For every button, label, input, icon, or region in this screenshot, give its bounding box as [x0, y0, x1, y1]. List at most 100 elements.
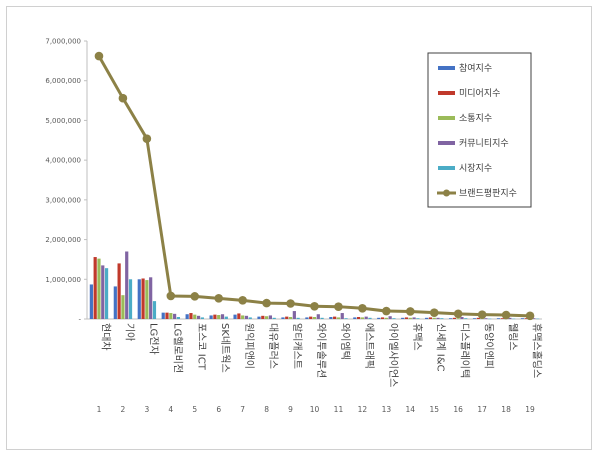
bar-5-17 — [488, 318, 492, 320]
legend-swatch-4 — [438, 141, 455, 145]
legend-swatch-5 — [438, 166, 455, 170]
bar-2-2 — [117, 263, 121, 319]
bar-2-5 — [189, 313, 193, 319]
bar-3-2 — [121, 295, 125, 319]
bar-1-9 — [281, 317, 285, 319]
bar-3-10 — [312, 317, 317, 319]
line-point-6 — [214, 294, 224, 303]
bar-5-10 — [320, 317, 324, 319]
legend-swatch-3 — [438, 116, 455, 120]
x-category-label: LG전자 — [147, 323, 159, 355]
x-rank-label: 14 — [406, 405, 416, 414]
bar-2-19 — [524, 318, 528, 319]
x-category-label: SK네트웍스 — [219, 323, 231, 373]
x-category-label: 웰링스 — [507, 323, 519, 351]
bar-1-12 — [353, 317, 357, 319]
x-category-label: 원익피앤이 — [243, 323, 255, 369]
bar-4-11 — [340, 313, 344, 319]
x-category-label: 포스코 ICT — [195, 323, 207, 371]
bar-4-9 — [292, 311, 296, 319]
bar-4-2 — [125, 251, 129, 319]
bar-4-16 — [460, 317, 464, 319]
line-point-19 — [525, 311, 535, 321]
bar-1-3 — [137, 279, 141, 319]
bar-5-15 — [440, 318, 444, 319]
line-point-11 — [334, 302, 343, 311]
x-rank-label: 10 — [310, 405, 320, 414]
bar-4-13 — [388, 316, 392, 319]
bar-4-10 — [316, 314, 320, 319]
bar-1-1 — [89, 284, 93, 319]
bar-3-11 — [336, 317, 341, 319]
bar-1-4 — [161, 312, 165, 319]
x-category-label: 동양이엔피 — [483, 323, 495, 369]
bar-2-8 — [261, 315, 265, 319]
bar-1-11 — [329, 317, 333, 319]
bar-4-4 — [173, 313, 177, 319]
bar-3-7 — [241, 315, 245, 319]
line-point-10 — [310, 301, 319, 311]
bar-1-16 — [448, 318, 453, 319]
x-rank-label: 16 — [453, 405, 463, 414]
bar-1-17 — [472, 318, 477, 319]
bar-5-19 — [536, 318, 540, 320]
line-point-4 — [166, 291, 176, 301]
x-rank-label: 19 — [525, 405, 535, 414]
bar-4-17 — [484, 318, 488, 319]
bar-1-18 — [496, 318, 501, 319]
bar-5-16 — [464, 318, 468, 319]
legend-box — [427, 52, 532, 208]
bar-4-7 — [244, 315, 249, 319]
bar-4-1 — [101, 265, 105, 319]
line-point-17 — [477, 310, 487, 319]
bar-3-6 — [217, 315, 221, 319]
x-category-label: 신세계 I&C — [435, 323, 447, 372]
x-category-label: 휴맥스 — [411, 323, 423, 351]
bar-3-8 — [265, 316, 269, 319]
bar-1-5 — [185, 314, 189, 319]
x-category-label: 대유플러스 — [267, 323, 279, 369]
y-tick-label: 5,000,000 — [45, 117, 81, 125]
bar-2-16 — [452, 317, 456, 319]
bar-5-14 — [416, 318, 420, 319]
x-category-label: 아이엘사이언스 — [387, 323, 400, 387]
bar-3-5 — [193, 314, 197, 319]
bar-5-6 — [224, 316, 228, 319]
y-tick-label: 4,000,000 — [45, 157, 81, 165]
legend-label-6: 브랜드평판지수 — [459, 188, 517, 199]
bar-2-13 — [380, 317, 385, 319]
x-rank-label: 13 — [382, 405, 392, 414]
bar-3-15 — [432, 317, 436, 319]
bar-5-9 — [296, 317, 300, 319]
line-point-15 — [429, 308, 439, 317]
bar-3-9 — [288, 317, 293, 319]
x-rank-label: 1 — [97, 405, 102, 414]
bar-5-18 — [512, 318, 516, 320]
bar-4-8 — [268, 315, 273, 319]
x-rank-label: 8 — [264, 405, 269, 414]
x-category-label: LG헬로비전 — [171, 323, 183, 373]
x-category-label: 휴맥스홀딩스 — [531, 323, 544, 378]
bar-5-7 — [248, 317, 252, 319]
bar-2-14 — [404, 317, 409, 319]
y-tick-label: - — [78, 316, 81, 324]
x-rank-label: 2 — [121, 405, 126, 414]
bar-3-16 — [456, 318, 460, 319]
bar-5-3 — [152, 301, 157, 319]
bar-3-13 — [384, 317, 388, 319]
x-rank-label: 15 — [429, 405, 439, 414]
line-point-7 — [238, 296, 247, 305]
bar-4-12 — [364, 316, 368, 319]
bar-2-9 — [285, 316, 289, 319]
legend-label-3: 소통지수 — [459, 113, 492, 124]
bar-3-1 — [97, 258, 101, 319]
bar-2-10 — [309, 316, 313, 319]
bar-1-14 — [401, 317, 405, 319]
bar-2-6 — [213, 314, 217, 319]
legend-line-marker — [443, 189, 450, 197]
x-category-label: 와이투솔루션 — [315, 323, 327, 378]
y-tick-label: 7,000,000 — [45, 38, 81, 46]
bar-2-7 — [237, 313, 241, 319]
line-point-12 — [358, 303, 367, 313]
